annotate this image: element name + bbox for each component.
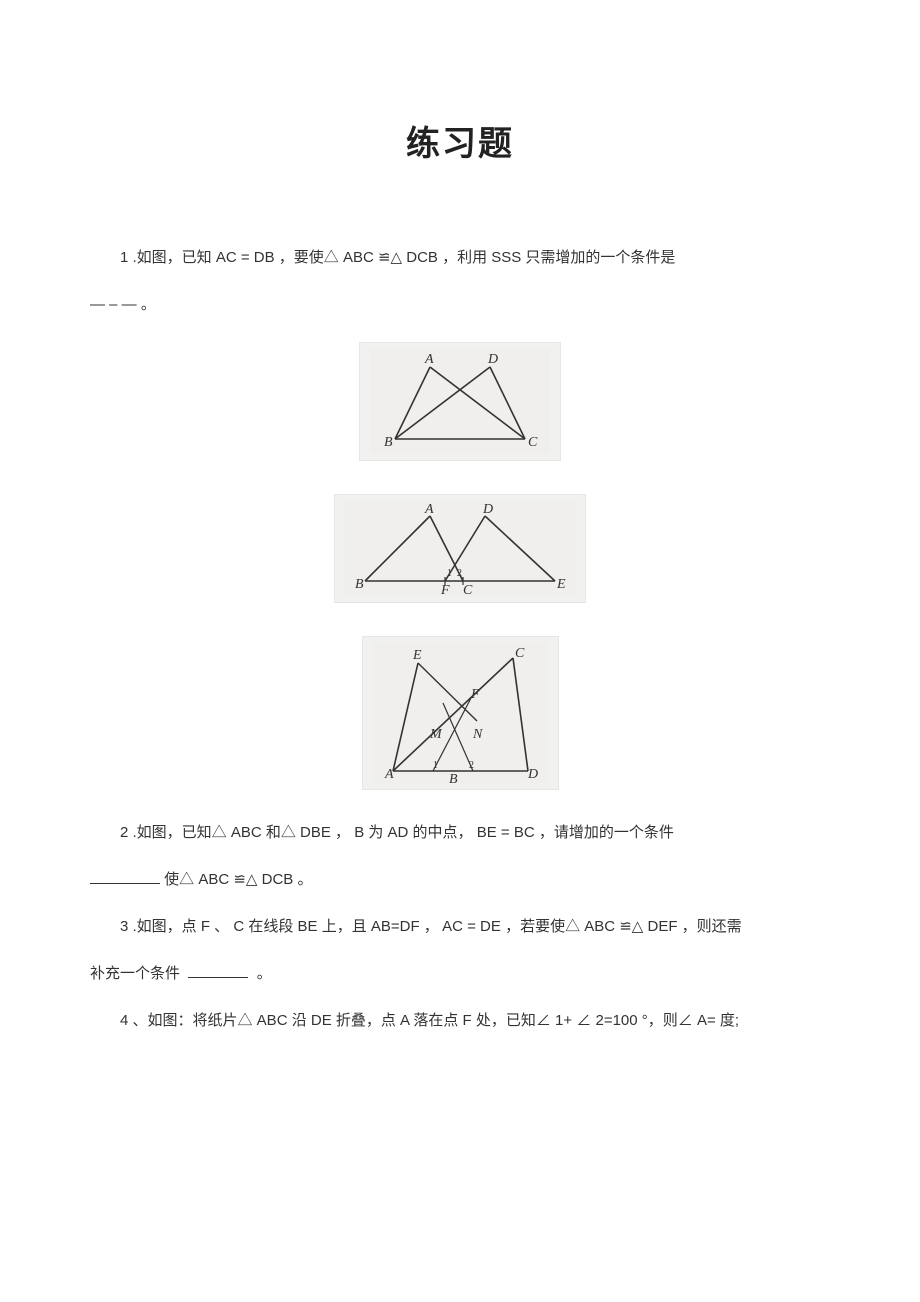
- fig3-label-C: C: [515, 646, 525, 661]
- fig3-label-M: M: [429, 727, 443, 742]
- problem-3-text: 3 .如图，点 F 、 C 在线段 BE 上，且 AB=DF ， AC = DE…: [90, 907, 830, 946]
- fig3-num-2: 2: [469, 760, 474, 771]
- fig3-label-D: D: [527, 767, 538, 782]
- fig2-num-2: 2: [457, 568, 462, 579]
- fig3-label-B: B: [449, 772, 458, 783]
- fig2-label-B: B: [355, 577, 364, 592]
- problem-2-text: 2 .如图，已知△ ABC 和△ DBE ， B 为 AD 的中点， BE = …: [90, 813, 830, 852]
- fig2-label-A: A: [424, 502, 434, 517]
- fig3-num-1: 1: [433, 760, 438, 771]
- problem-1-blank-line: — – — 。: [90, 285, 830, 324]
- fig3-label-A: A: [384, 767, 394, 782]
- problem-2-blank: [90, 868, 160, 884]
- problem-4-text: 4 、如图：将纸片△ ABC 沿 DE 折叠，点 A 落在点 F 处，已知∠ 1…: [90, 1001, 830, 1040]
- fig2-label-F: F: [440, 583, 450, 596]
- fig2-label-D: D: [482, 502, 493, 517]
- problem-3-tail2: 。: [257, 965, 272, 982]
- problem-2-tail: 使△ ABC ≌△ DCB 。: [164, 871, 312, 888]
- fig1-label-B: B: [384, 435, 393, 450]
- fig2-num-1: 1: [447, 568, 452, 579]
- problem-3-line2: 补充一个条件 。: [90, 954, 830, 993]
- figure-2: A D B F C E 1 2: [90, 494, 830, 618]
- fig3-label-F: F: [470, 687, 480, 702]
- problem-1-text: 1 .如图，已知 AC = DB ，要使△ ABC ≌△ DCB ，利用 SSS…: [90, 238, 830, 277]
- problem-3-blank: [188, 962, 248, 978]
- problem-3-line2-text: 补充一个条件: [90, 965, 180, 982]
- page-title: 练习题: [90, 100, 830, 188]
- fig3-label-E: E: [412, 648, 422, 663]
- problem-2-line2: 使△ ABC ≌△ DCB 。: [90, 860, 830, 899]
- fig1-label-A: A: [424, 352, 434, 367]
- fig2-label-C: C: [463, 583, 473, 596]
- figure-1: A D B C: [90, 342, 830, 476]
- figure-3: E C F M N A B D 1 2: [90, 636, 830, 805]
- fig2-label-E: E: [556, 577, 566, 592]
- fig1-label-C: C: [528, 435, 538, 450]
- fig3-label-N: N: [472, 727, 483, 742]
- fig1-label-D: D: [487, 352, 498, 367]
